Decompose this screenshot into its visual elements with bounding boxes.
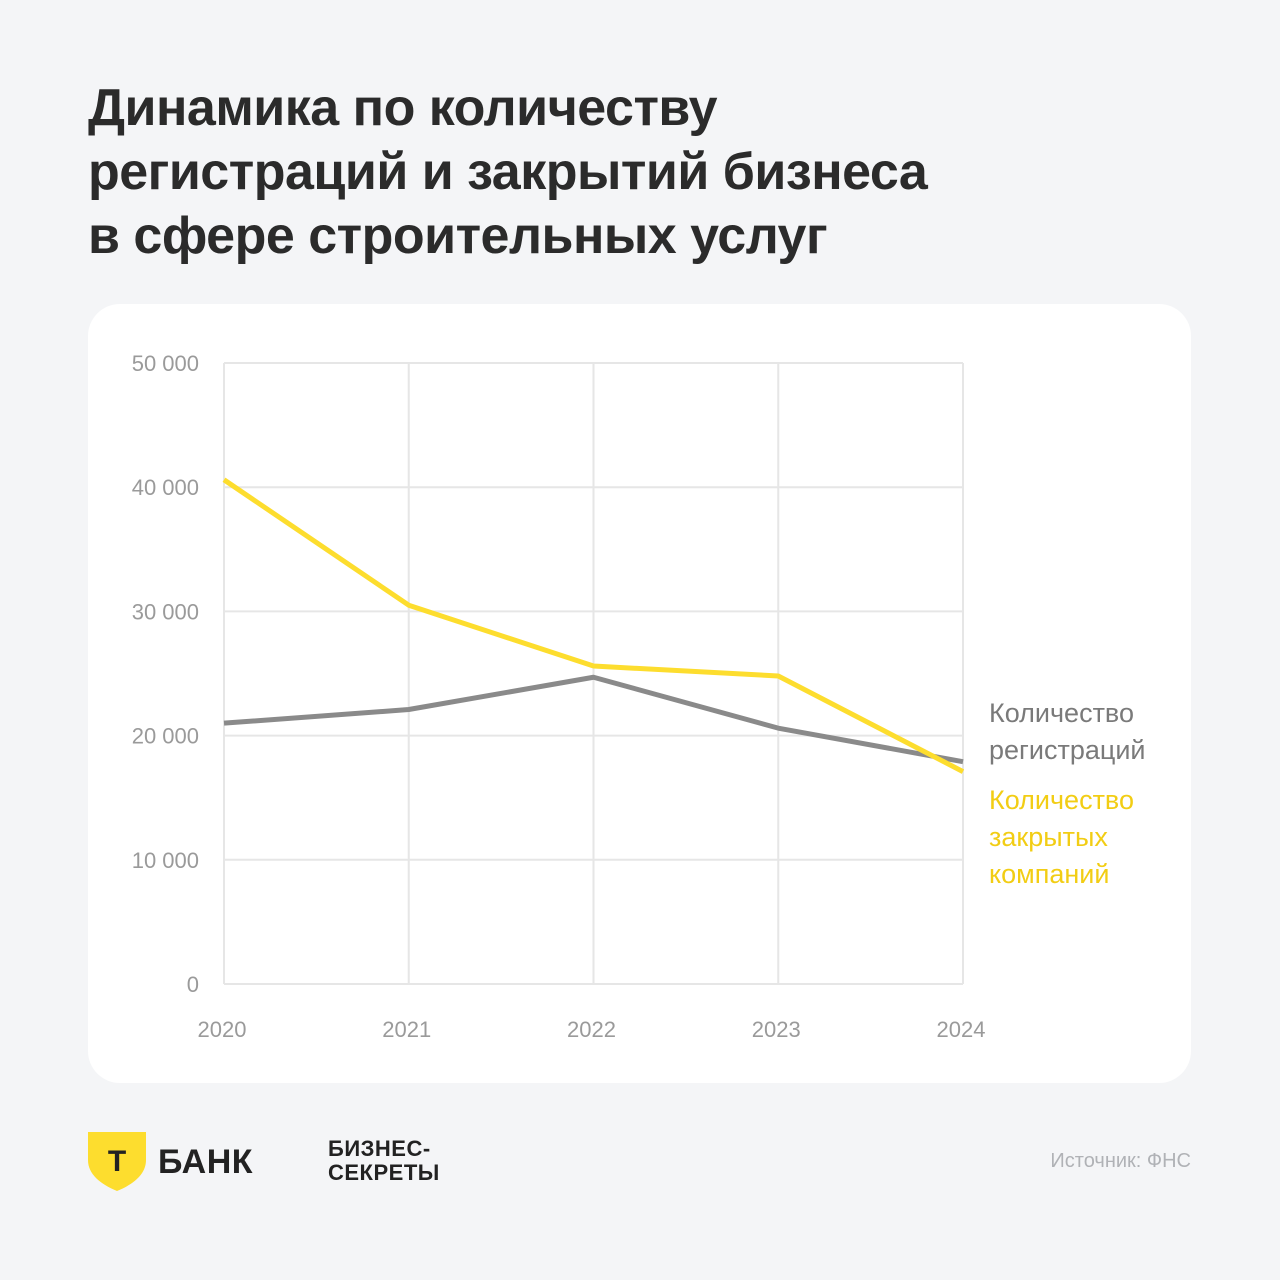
shield-letter: Т [108,1145,126,1178]
y-tick-label: 0 [187,972,199,997]
y-tick-label: 20 000 [132,724,199,749]
secrets-line-2: СЕКРЕТЫ [328,1160,440,1185]
legend-registrations: регистраций [989,735,1146,765]
x-tick-label: 2023 [752,1017,801,1042]
title-line-3: в сфере строительных услуг [88,207,828,265]
x-tick-label: 2020 [198,1017,247,1042]
x-tick-label: 2021 [382,1017,431,1042]
bank-name: БАНК [158,1142,254,1181]
tbank-shield-icon: Т [88,1132,146,1191]
title-line-1: Динамика по количеству [88,79,718,137]
legend-closures: Количество [989,785,1134,815]
y-tick-label: 30 000 [132,599,199,624]
legend-closures: закрытых [989,822,1108,852]
business-secrets-logo: БИЗНЕС- СЕКРЕТЫ [328,1137,440,1185]
y-tick-label: 50 000 [132,351,199,376]
y-tick-label: 10 000 [132,848,199,873]
x-tick-label: 2024 [937,1017,986,1042]
registrations-line [223,674,964,765]
source-label: Источник: ФНС [1050,1150,1191,1172]
line-chart: 0 10 000 20 000 30 000 40 000 50 000 2020 2021 2… [132,351,1146,1042]
tbank-logo: Т БАНК [88,1132,253,1192]
chart-card: 0 10 000 20 000 30 000 40 000 50 000 2020 2021 2… [88,304,1191,1083]
y-tick-label: 40 000 [132,475,199,500]
page-title: Динамика по количеству регистраций и зак… [88,76,1088,268]
secrets-line-1: БИЗНЕС- [328,1136,431,1161]
closures-line [222,477,965,774]
x-tick-label: 2022 [567,1017,616,1042]
legend-closures: компаний [989,859,1109,889]
title-line-2: регистраций и закрытий бизнеса [88,143,928,201]
legend-registrations: Количество [989,698,1134,728]
